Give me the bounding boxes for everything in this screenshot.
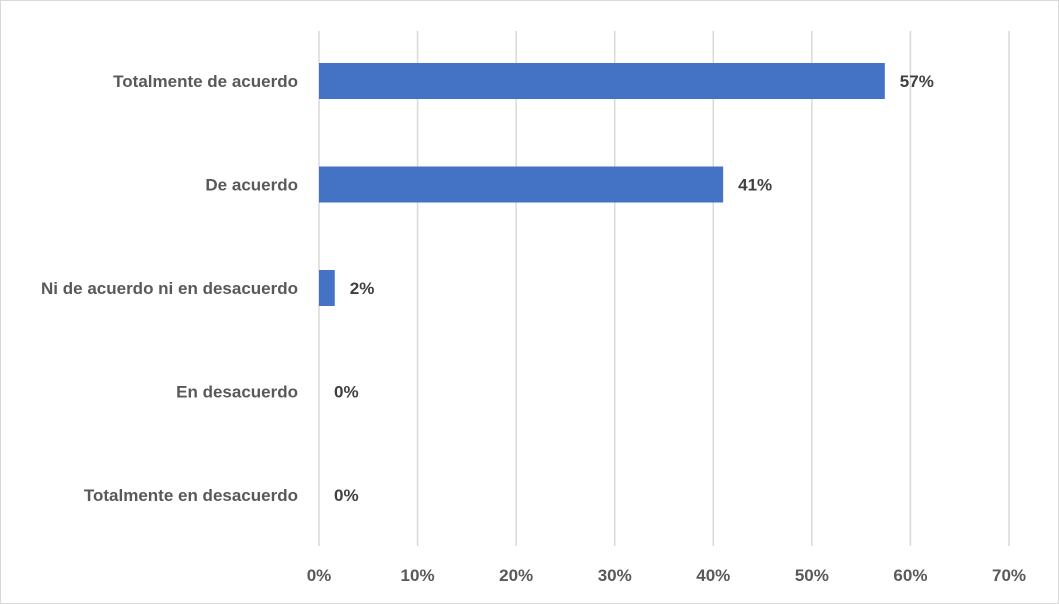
x-tick-label-7: 70% <box>992 566 1026 585</box>
data-label-3: 0% <box>334 383 359 402</box>
x-tick-label-6: 60% <box>893 566 927 585</box>
x-tick-label-4: 40% <box>696 566 730 585</box>
x-tick-label-0: 0% <box>307 566 332 585</box>
category-label-2: Ni de acuerdo ni en desacuerdo <box>41 279 298 298</box>
data-label-4: 0% <box>334 486 359 505</box>
category-label-3: En desacuerdo <box>176 383 298 402</box>
category-label-4: Totalmente en desacuerdo <box>84 486 298 505</box>
bar-0 <box>319 63 885 99</box>
category-labels: Totalmente de acuerdo De acuerdo Ni de acu… <box>41 72 298 505</box>
data-label-2: 2% <box>350 279 375 298</box>
x-tick-label-3: 30% <box>598 566 632 585</box>
data-label-1: 41% <box>738 176 772 195</box>
x-tick-label-1: 10% <box>401 566 435 585</box>
data-labels: 57% 41% 2% 0% 0% <box>334 72 934 505</box>
x-tick-label-5: 50% <box>795 566 829 585</box>
x-tick-label-2: 20% <box>499 566 533 585</box>
category-label-0: Totalmente de acuerdo <box>113 72 298 91</box>
data-label-0: 57% <box>900 72 934 91</box>
bar-2 <box>319 270 335 306</box>
bars <box>319 63 885 306</box>
gridlines <box>318 31 1010 546</box>
category-label-1: De acuerdo <box>205 176 298 195</box>
bar-1 <box>319 166 724 203</box>
x-axis-tick-labels: 0% 10% 20% 30% 40% 50% 60% 70% <box>307 566 1026 585</box>
